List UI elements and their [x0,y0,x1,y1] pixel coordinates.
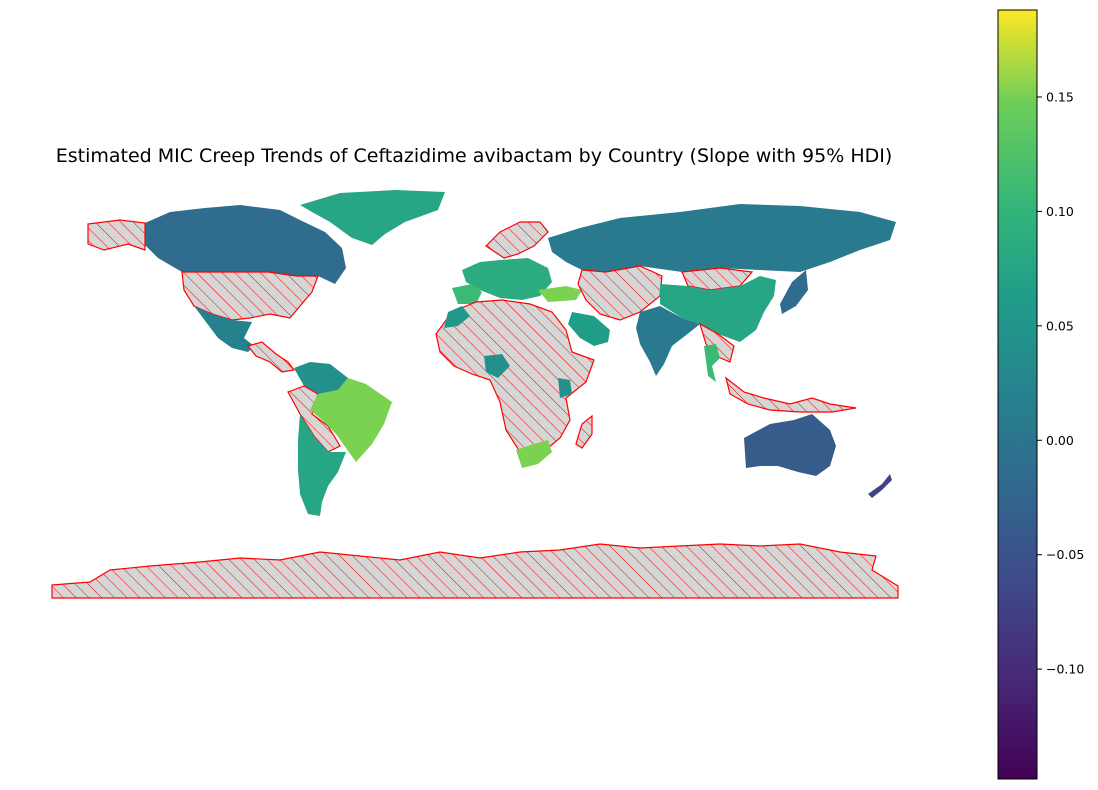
region-australia [744,414,836,476]
colorbar: −0.10 −0.05 0.00 0.05 0.10 0.15 [997,9,1084,780]
region-kenya [558,378,572,398]
region-indonesia [724,376,857,413]
region-central-america [246,341,296,373]
colorbar-tick-label: 0.00 [1046,433,1074,448]
region-thailand [704,344,720,382]
colorbar-tick-label: 0.05 [1046,318,1074,333]
region-morocco [444,306,470,328]
colorbar-tick-label: −0.10 [1046,662,1084,677]
region-alaska [87,219,146,251]
colorbar-ticks: −0.10 −0.05 0.00 0.05 0.10 0.15 [1037,89,1084,677]
colorbar-tick-label: 0.15 [1046,89,1074,104]
region-russia [548,204,896,272]
region-argentina-chile [298,414,346,516]
region-china [660,276,776,342]
region-colombia-venezuela [294,362,348,394]
region-nigeria [484,354,510,378]
region-turkey [538,286,582,302]
region-japan [780,270,808,314]
region-antarctica [51,543,899,599]
region-india [636,306,700,376]
colorbar-tick-label: −0.05 [1046,547,1084,562]
region-iberia [452,284,482,304]
region-saudi-arabia [568,312,610,346]
region-greenland [300,190,445,245]
region-usa [181,271,319,321]
region-canada [145,205,346,284]
region-new-zealand [868,474,892,498]
region-south-africa [516,440,552,468]
region-madagascar [575,414,593,449]
chart-title: Estimated MIC Creep Trends of Ceftazidim… [56,145,893,167]
colorbar-tick-label: 0.10 [1046,204,1074,219]
world-map [51,190,899,599]
colorbar-gradient [997,9,1038,780]
region-south-east-asia [699,322,735,363]
region-scandinavia [485,221,549,259]
region-europe-west [462,258,552,300]
region-brazil [310,378,392,462]
region-africa [435,299,595,457]
region-mexico [194,306,254,352]
